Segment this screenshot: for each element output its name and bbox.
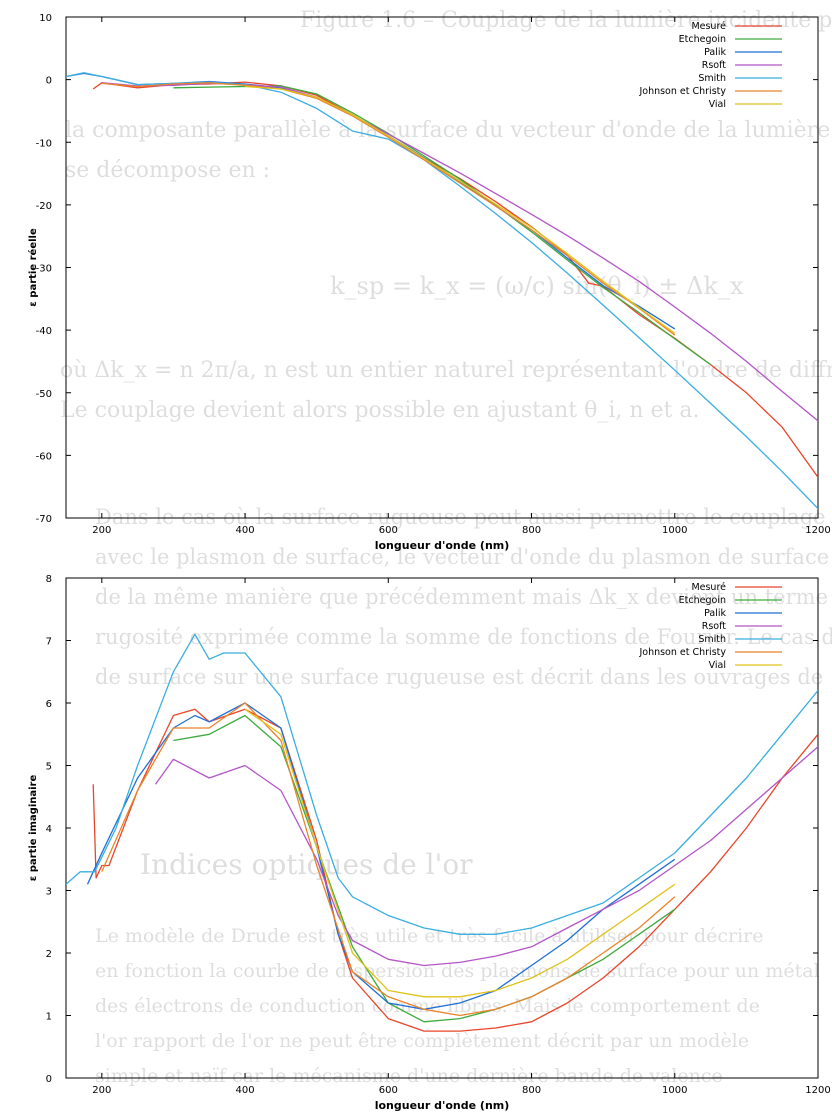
series-line-palik <box>86 702 676 1010</box>
y-tick-label: 10 <box>39 13 52 24</box>
legend-label: Etchegoin <box>679 34 726 45</box>
y-tick-label: 7 <box>46 637 52 648</box>
x-tick-label: 1000 <box>662 525 687 536</box>
legend-label: Palik <box>704 608 726 619</box>
series-line-smith <box>66 633 818 935</box>
legend-label: Smith <box>698 634 726 645</box>
y-tick-label: 3 <box>46 887 52 898</box>
y-tick-label: -70 <box>36 514 52 525</box>
series-line-johnson-et-christy <box>101 82 676 336</box>
legend-label: Mesuré <box>691 582 726 593</box>
series-line-vial <box>244 85 676 334</box>
series-line-mesur- <box>92 81 818 478</box>
series-line-palik <box>66 72 676 330</box>
series-line-johnson-et-christy <box>101 702 676 1017</box>
y-tick-label: -20 <box>36 201 52 212</box>
legend-label: Etchegoin <box>679 595 726 606</box>
legend-label: Rsoft <box>702 621 727 632</box>
series-line-rsoft <box>101 82 818 422</box>
series-line-etchegoin <box>173 714 676 1023</box>
x-tick-label: 400 <box>236 525 255 536</box>
y-tick-label: 6 <box>46 699 52 710</box>
series-line-etchegoin <box>173 85 711 366</box>
x-tick-label: 1200 <box>805 525 830 536</box>
y-tick-label: 0 <box>46 1074 52 1085</box>
x-axis-label: longueur d'onde (nm) <box>375 539 510 552</box>
series-line-rsoft <box>154 746 818 967</box>
legend-label: Johnson et Christy <box>638 647 726 658</box>
x-tick-label: 400 <box>236 1085 255 1096</box>
x-tick-label: 800 <box>522 1085 541 1096</box>
legend-label: Rsoft <box>702 60 727 71</box>
y-axis-label: ε partie imaginaire <box>28 775 39 882</box>
legend-label: Palik <box>704 47 726 58</box>
legend-label: Vial <box>709 660 726 671</box>
x-tick-label: 800 <box>522 525 541 536</box>
x-axis-label: longueur d'onde (nm) <box>375 1099 510 1112</box>
x-tick-label: 200 <box>92 525 111 536</box>
chart-2: 200 400 600 800 1000 1200 0 1 2 3 4 5 6 7 8 longueur d'… <box>28 574 831 1112</box>
series-line-mesur- <box>92 708 818 1032</box>
x-tick-label: 600 <box>379 525 398 536</box>
legend-label: Mesuré <box>691 21 726 32</box>
x-tick-label: 600 <box>379 1085 398 1096</box>
y-tick-label: 8 <box>46 574 52 585</box>
y-tick-label: 1 <box>46 1012 52 1023</box>
x-tick-label: 1000 <box>662 1085 687 1096</box>
y-tick-label: -10 <box>36 138 52 149</box>
x-tick-label: 200 <box>92 1085 111 1096</box>
legend-label: Vial <box>709 99 726 110</box>
y-axis-label: ε partie réelle <box>27 228 39 307</box>
y-tick-label: -50 <box>36 389 52 400</box>
y-tick-label: 2 <box>46 949 52 960</box>
y-tick-label: -60 <box>36 451 52 462</box>
chart-1: 200 400 600 800 1000 1200 -70 -60 -50 -40 -30 -20 -1… <box>27 13 831 552</box>
legend-label: Smith <box>698 73 726 84</box>
y-tick-label: 4 <box>46 824 52 835</box>
y-tick-label: -30 <box>36 264 52 275</box>
series-line-smith <box>66 72 818 510</box>
y-tick-label: 0 <box>46 76 52 87</box>
x-tick-label: 1200 <box>805 1085 830 1096</box>
series-line-vial <box>244 708 676 998</box>
y-tick-label: -40 <box>36 326 52 337</box>
y-tick-label: 5 <box>46 762 52 773</box>
legend-label: Johnson et Christy <box>638 86 726 97</box>
